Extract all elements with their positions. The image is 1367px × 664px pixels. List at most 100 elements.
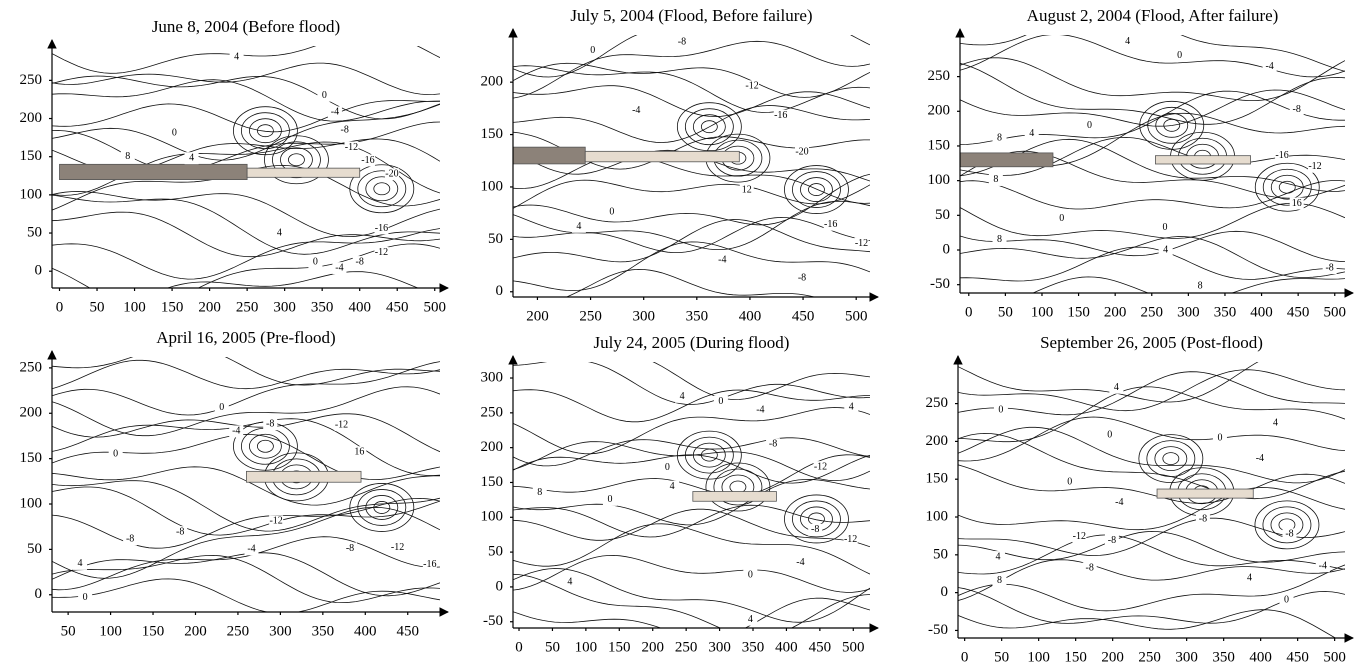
x-tick-label: 500 [423, 299, 446, 315]
x-tick-label: 100 [1031, 304, 1054, 320]
contour-line [52, 506, 440, 579]
y-tick-label: 250 [926, 395, 949, 411]
contour-line [958, 487, 1345, 531]
x-tick-label: 200 [1104, 304, 1127, 320]
contour-line [960, 57, 1345, 101]
contour-line [513, 508, 870, 548]
structure [1155, 155, 1251, 165]
x-tick-label: 0 [961, 649, 969, 664]
contour-line [52, 100, 440, 133]
contour-line [52, 75, 440, 120]
x-tick-label: 400 [1249, 649, 1272, 664]
contour-label: -8 [1086, 563, 1094, 574]
contour-ring [1262, 506, 1312, 544]
contour-ring [288, 153, 305, 167]
contour-ring [684, 108, 734, 146]
contour-label: -12 [1073, 531, 1086, 542]
x-tick-label: 200 [1101, 649, 1124, 664]
label-bg [1282, 528, 1297, 541]
contour-ring [240, 427, 290, 465]
x-tick-label: 350 [312, 623, 335, 639]
contour-ring [1155, 112, 1189, 138]
y-tick-label: 300 [481, 369, 504, 385]
y-tick-label: 250 [928, 68, 951, 84]
contour-label: 8 [997, 234, 1002, 245]
contour-line [960, 202, 1345, 239]
label-bg [73, 557, 88, 570]
contour-line [513, 597, 870, 628]
contour-ring [1138, 434, 1204, 484]
label-bg [229, 51, 244, 64]
contour-label: 0 [219, 402, 224, 413]
contour-label: 0 [1087, 120, 1092, 131]
label-bg [1268, 417, 1283, 430]
contour-label: 0 [998, 405, 1003, 416]
contour-label: 4 [1247, 573, 1252, 584]
y-tick-label: 0 [35, 586, 43, 602]
label-bg [263, 418, 278, 431]
structure [1156, 488, 1254, 499]
label-bg [184, 152, 199, 165]
label-bg [1109, 381, 1124, 394]
y-tick-label: 50 [488, 544, 503, 560]
x-tick-label: 350 [1212, 649, 1235, 664]
y-tick-label: 250 [20, 72, 43, 88]
contour-label: 4 [1114, 382, 1119, 393]
x-tick-label: 200 [184, 623, 207, 639]
y-tick-label: 100 [928, 172, 951, 188]
contour-ring [676, 102, 742, 152]
label-bg [1072, 530, 1087, 543]
contour-label: -8 [356, 256, 364, 267]
contour-ring [1262, 168, 1312, 206]
x-tick-label: 500 [842, 639, 865, 655]
label-bg [823, 218, 838, 231]
contour-line [52, 359, 440, 390]
contour-label: -20 [385, 169, 398, 180]
contour-ring [1146, 440, 1196, 478]
y-tick-label: 200 [481, 439, 504, 455]
y-tick-label: 200 [928, 103, 951, 119]
x-tick-label: 100 [1027, 649, 1050, 664]
label-bg [1082, 119, 1097, 132]
contour-line [513, 523, 870, 575]
y-tick-label: -50 [930, 276, 950, 292]
contour-ring [357, 489, 407, 526]
contour-label: 4 [849, 402, 854, 413]
y-tick-label: 50 [935, 207, 950, 223]
contour-label: 0 [665, 462, 670, 473]
label-bg [390, 541, 405, 554]
label-bg [1322, 262, 1337, 275]
contour-line [52, 554, 440, 604]
contour-line [958, 371, 1345, 416]
panel-title: July 24, 2005 (During flood) [594, 333, 790, 352]
x-tick-label: 100 [99, 623, 122, 639]
x-tick-label: 50 [61, 623, 76, 639]
label-bg [660, 461, 675, 474]
contour-label: 8 [125, 151, 130, 162]
contour-line [958, 386, 1345, 443]
contour-line [513, 65, 870, 113]
panel: July 24, 2005 (During flood)4 0-4 4-8-1208… [481, 333, 879, 655]
x-tick-label: 450 [386, 299, 409, 315]
label-bg [360, 154, 375, 167]
label-bg [992, 233, 1007, 246]
label-bg [562, 576, 577, 589]
contour-label: -8 [266, 418, 274, 429]
x-tick-label: 450 [809, 639, 832, 655]
x-tick-label: 300 [708, 639, 731, 655]
y-tick-label: 100 [20, 495, 43, 511]
contour-line [513, 437, 870, 467]
x-tick-label: 300 [273, 299, 296, 315]
contour-label: 8 [1198, 280, 1203, 291]
label-bg [214, 401, 229, 414]
label-bg [602, 493, 617, 506]
contour-label: -8 [678, 37, 686, 48]
panel-title: July 5, 2004 (Flood, Before failure) [570, 6, 812, 25]
structure [512, 146, 586, 165]
label-bg [167, 127, 182, 140]
contour-ring [684, 436, 734, 474]
x-tick-label: 450 [1286, 649, 1309, 664]
x-tick-label: 300 [1175, 649, 1198, 664]
contour-ring [705, 462, 771, 512]
contour-label: -4 [796, 557, 804, 568]
